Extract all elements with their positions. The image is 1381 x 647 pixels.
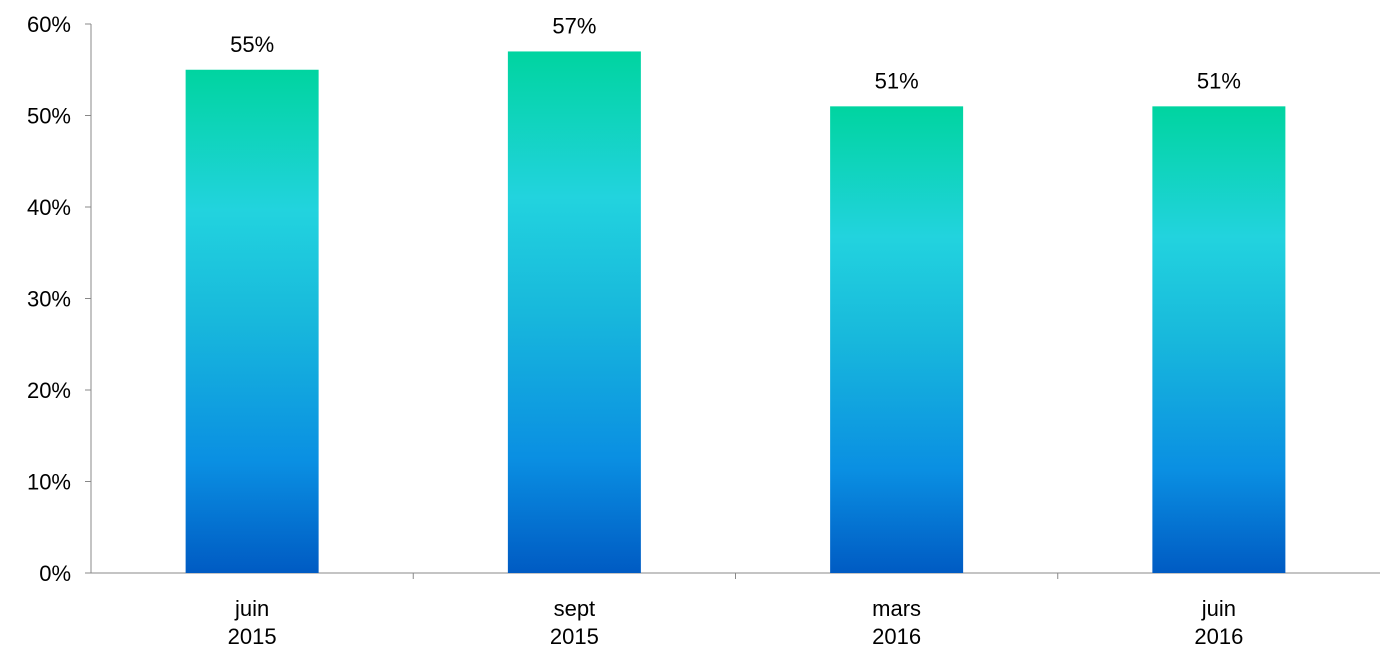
y-tick-label: 60% <box>27 12 71 37</box>
bar <box>830 106 964 573</box>
data-labels: 55% 57% 51% 51% <box>230 13 1241 93</box>
x-axis: juin 2015 sept 2015 mars 2016 juin 2016 <box>91 572 1380 647</box>
y-tick-label: 50% <box>27 104 71 129</box>
x-category-label: 2015 <box>228 624 277 647</box>
y-tick-label: 40% <box>27 195 71 220</box>
x-category-label: 2016 <box>872 624 921 647</box>
x-category-label: 2015 <box>550 624 599 647</box>
y-tick-label: 10% <box>27 470 71 495</box>
x-category-label: juin <box>234 596 269 621</box>
bar-series <box>185 51 1286 573</box>
y-axis: 0% 10% 20% 30% 40% 50% 60% <box>27 12 92 586</box>
x-category-label: sept <box>554 596 596 621</box>
bar-value-label: 51% <box>1197 68 1241 93</box>
y-tick-label: 0% <box>39 561 71 586</box>
bar <box>1152 106 1286 573</box>
bar <box>507 51 641 573</box>
y-tick-label: 30% <box>27 287 71 312</box>
x-category-label: mars <box>872 596 921 621</box>
y-tick-label: 20% <box>27 378 71 403</box>
bar <box>185 69 319 573</box>
x-category-label: 2016 <box>1194 624 1243 647</box>
bar-value-label: 55% <box>230 32 274 57</box>
bar-value-label: 57% <box>552 13 596 38</box>
x-category-label: juin <box>1201 596 1236 621</box>
bar-value-label: 51% <box>875 68 919 93</box>
